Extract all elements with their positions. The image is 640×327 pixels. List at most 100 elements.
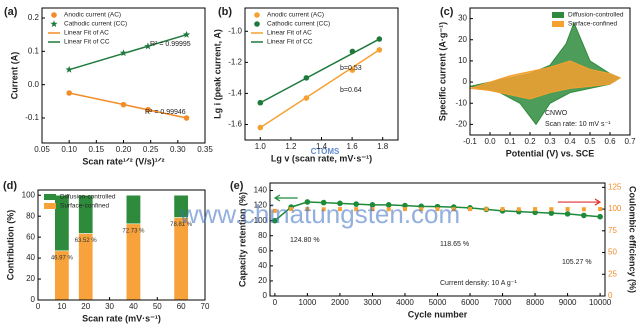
- y2-tick-label: 0: [608, 291, 613, 300]
- marker: [119, 49, 128, 57]
- legend-label: Diffusion-controlled: [568, 12, 624, 19]
- y-tick-label: -20: [455, 120, 467, 129]
- legend-swatch: [254, 12, 260, 18]
- y2-axis-title: Coulombic efficiency (%): [628, 186, 638, 293]
- marker: [385, 202, 392, 208]
- y-tick-label: 60: [258, 246, 267, 255]
- panel-label: (b): [218, 6, 232, 18]
- annotation: R² = 0.99995: [150, 41, 191, 48]
- y-tick-label: 80: [258, 231, 267, 240]
- x-tick-label: 70: [201, 302, 210, 311]
- marker: [402, 202, 408, 209]
- marker: [565, 207, 570, 212]
- annotation: 118.65 %: [440, 241, 469, 248]
- y-axis-title: Specific current (A·g⁻¹): [437, 22, 447, 121]
- x-tick-label: 0.10: [61, 145, 77, 154]
- x-tick-label: 40: [129, 302, 138, 311]
- x-tick-label: 0.3: [544, 137, 556, 146]
- y-tick-label: 140: [254, 186, 268, 195]
- x-tick-label: 0.0: [484, 137, 496, 146]
- marker: [581, 207, 586, 212]
- plot-frame: [469, 7, 631, 136]
- y-tick-label: 60: [26, 232, 35, 241]
- marker: [484, 207, 489, 212]
- x-tick-label: 0.35: [197, 145, 213, 154]
- y-tick-label: 30: [458, 14, 467, 23]
- y-tick-label: 10: [458, 56, 467, 65]
- legend-label: Anodic current (AC): [267, 12, 324, 19]
- x-tick-label: 9000: [559, 298, 577, 307]
- legend-swatch: [254, 21, 260, 27]
- x-tick-label: 0.1: [504, 137, 516, 146]
- y-tick-label: 0.0: [28, 80, 40, 89]
- marker: [353, 201, 359, 207]
- bar-segment: [78, 194, 94, 234]
- marker: [402, 207, 407, 212]
- y-tick-label: 40: [258, 261, 267, 270]
- y-axis-title: Current (A): [9, 52, 19, 100]
- x-axis-title: Scan rate (mV·s⁻¹): [82, 313, 161, 323]
- y2-tick-label: 25: [608, 269, 617, 278]
- x-tick-label: 1.2: [285, 142, 297, 151]
- annotation: Current density: 10 A g⁻¹: [440, 280, 518, 287]
- marker: [354, 207, 359, 212]
- x-tick-label: 7000: [494, 298, 512, 307]
- series-line: [259, 49, 380, 129]
- x-tick-label: 0: [273, 298, 278, 307]
- y-tick-label: 0: [263, 291, 268, 300]
- marker: [376, 36, 383, 42]
- legend-swatch: [552, 21, 564, 27]
- legend-swatch: [51, 12, 57, 18]
- plot-frame: [37, 189, 206, 301]
- marker: [549, 207, 554, 212]
- value-label: 78.81 %: [170, 222, 193, 228]
- annotation: b=0.64: [340, 87, 362, 94]
- panel-label: (a): [4, 6, 18, 18]
- x-tick-label: 10000: [589, 298, 612, 307]
- y-tick-label: 100: [22, 190, 36, 199]
- marker: [564, 211, 571, 217]
- x-tick-label: 0.4: [564, 137, 576, 146]
- x-tick-label: 3000: [364, 298, 382, 307]
- marker: [386, 207, 391, 212]
- marker: [597, 213, 603, 220]
- marker: [289, 207, 294, 212]
- annotation: R² = 0.99946: [145, 109, 186, 116]
- x-tick-label: 20: [81, 302, 90, 311]
- x-tick-label: 0.2: [524, 137, 536, 146]
- x-tick-label: 0.6: [604, 137, 616, 146]
- legend-label: Linear Fit of CC: [267, 39, 313, 46]
- y2-tick-label: 100: [608, 204, 622, 213]
- y-tick-label: 20: [26, 274, 35, 283]
- x-tick-label: 50: [153, 302, 162, 311]
- x-tick-label: 0.20: [116, 145, 132, 154]
- y-tick-label: 40: [26, 253, 35, 262]
- x-tick-label: 1000: [299, 298, 317, 307]
- marker: [598, 207, 603, 212]
- y-axis-title: Lg i (peak current, A): [212, 29, 222, 119]
- y2-tick-label: 125: [608, 182, 622, 191]
- marker: [304, 199, 311, 205]
- x-tick-label: 0.7: [624, 137, 636, 146]
- marker: [305, 207, 310, 212]
- x-tick-label: 10: [57, 302, 66, 311]
- plot-frame: [41, 7, 206, 144]
- marker: [272, 208, 277, 213]
- value-label: 46.97 %: [51, 255, 74, 261]
- legend-label: Linear Fit of AC: [64, 30, 109, 37]
- legend-swatch: [50, 20, 58, 28]
- marker: [66, 90, 72, 96]
- marker: [370, 207, 375, 212]
- bar-segment: [173, 194, 189, 218]
- marker: [533, 207, 538, 212]
- y-tick-label: 100: [254, 216, 268, 225]
- x-tick-label: 6000: [461, 298, 479, 307]
- y-tick-label: 0: [463, 77, 468, 86]
- marker: [320, 199, 327, 206]
- marker: [337, 207, 342, 212]
- panel-label: (c): [440, 6, 454, 18]
- y-tick-label: 0.2: [28, 13, 40, 22]
- x-tick-label: 30: [105, 302, 114, 311]
- area: [469, 60, 622, 100]
